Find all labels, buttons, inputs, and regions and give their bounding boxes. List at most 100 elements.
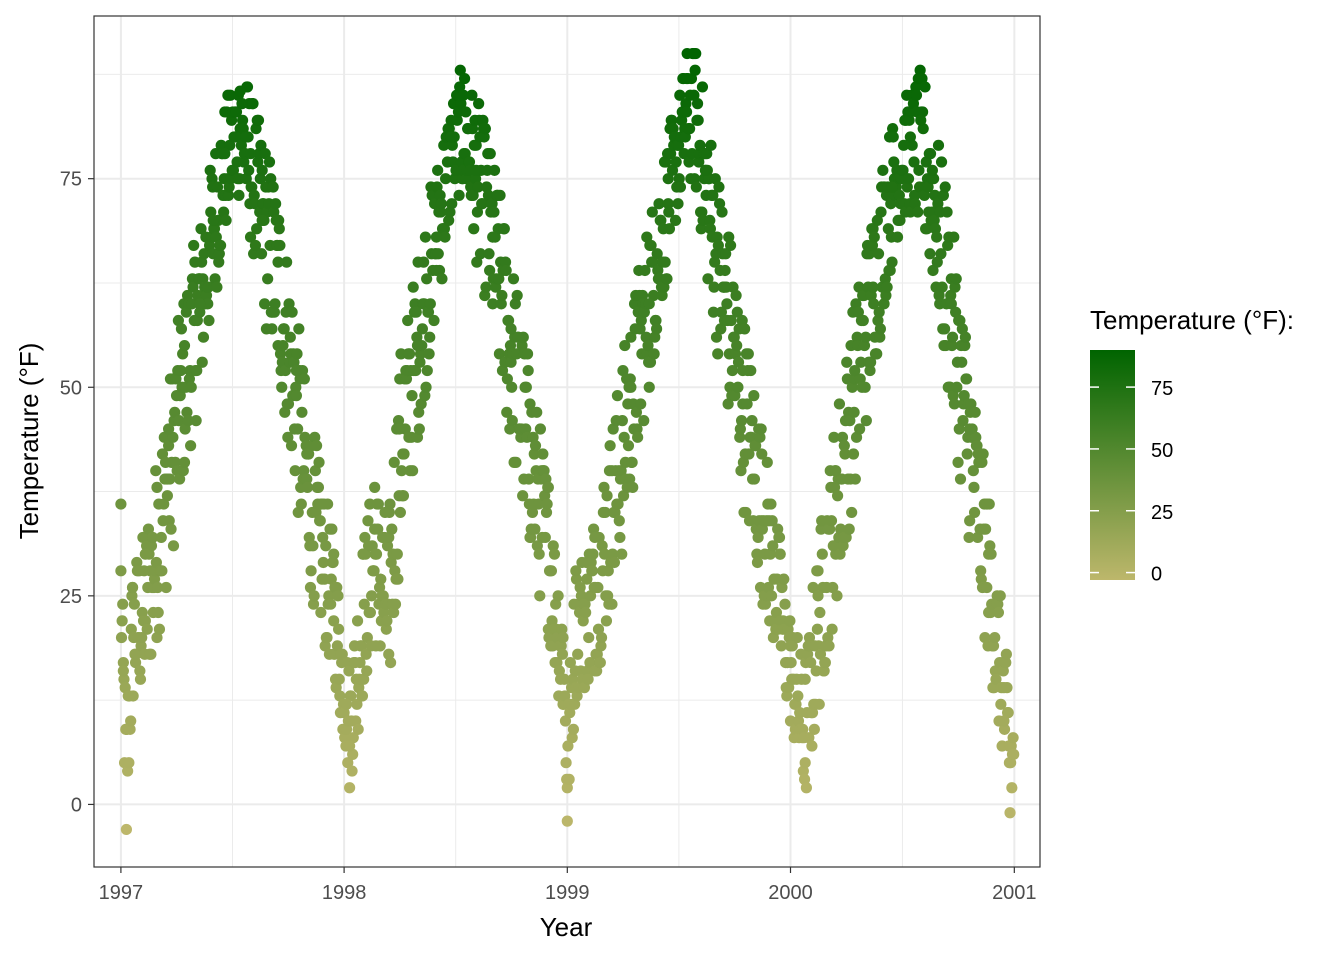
data-point: [632, 431, 644, 443]
data-point: [117, 598, 129, 610]
data-point: [663, 206, 675, 218]
data-point: [828, 431, 840, 443]
data-point: [732, 356, 745, 368]
data-point: [523, 473, 535, 485]
data-point: [389, 598, 402, 610]
data-point: [929, 223, 942, 235]
data-point: [424, 298, 436, 310]
data-point: [756, 523, 768, 535]
data-point: [827, 581, 839, 594]
data-point: [948, 398, 960, 410]
data-point: [326, 523, 338, 535]
data-point: [927, 264, 939, 277]
data-point: [531, 406, 543, 418]
data-point: [117, 665, 129, 677]
data-point: [778, 573, 790, 585]
data-point: [868, 298, 880, 310]
data-point: [812, 565, 824, 577]
data-point: [975, 565, 987, 577]
data-point: [195, 223, 207, 235]
data-point: [145, 648, 157, 660]
data-point: [380, 623, 392, 635]
data-point: [471, 256, 483, 268]
data-point: [238, 156, 250, 168]
data-point: [366, 590, 378, 602]
data-point: [446, 198, 458, 210]
data-point: [807, 581, 819, 594]
data-point: [397, 490, 410, 502]
legend-title: Temperature (°F):: [1090, 305, 1294, 335]
data-point: [791, 631, 803, 644]
data-point: [259, 298, 271, 310]
data-point: [411, 331, 423, 343]
data-point: [1000, 648, 1012, 660]
data-point: [129, 656, 142, 669]
data-point: [346, 765, 358, 777]
data-point: [434, 189, 446, 201]
data-point: [684, 123, 696, 135]
data-point: [967, 465, 979, 477]
data-point: [336, 648, 348, 660]
data-point: [912, 206, 924, 218]
data-point: [248, 248, 260, 260]
data-point: [584, 590, 597, 602]
data-point: [134, 665, 146, 677]
data-point: [965, 398, 977, 410]
data-point: [471, 206, 484, 218]
data-point: [524, 398, 536, 410]
data-point: [959, 331, 971, 343]
data-point: [772, 523, 784, 535]
data-point: [167, 431, 179, 443]
data-point: [984, 606, 997, 619]
data-point: [588, 523, 600, 535]
data-point: [174, 390, 186, 402]
data-point: [826, 623, 838, 635]
data-point: [977, 448, 989, 460]
data-point: [667, 123, 679, 135]
data-point: [784, 640, 797, 652]
data-point: [266, 323, 278, 335]
data-point: [153, 623, 166, 635]
data-point: [409, 298, 421, 310]
data-point: [799, 757, 811, 769]
data-point: [211, 281, 223, 293]
data-point: [505, 356, 517, 368]
data-point: [851, 331, 863, 343]
data-point: [521, 348, 534, 360]
data-point: [689, 64, 701, 76]
data-point: [797, 765, 809, 777]
data-point: [534, 423, 546, 435]
data-point: [725, 314, 737, 327]
data-point: [315, 498, 328, 510]
data-point: [281, 256, 293, 268]
data-point: [561, 782, 573, 794]
data-point: [451, 114, 463, 126]
data-point: [440, 173, 452, 185]
data-point: [653, 198, 665, 210]
data-point: [931, 231, 943, 243]
data-point: [308, 590, 320, 602]
data-point: [295, 498, 307, 510]
data-point: [806, 740, 818, 752]
data-point: [479, 289, 491, 302]
data-point: [529, 523, 541, 535]
data-point: [718, 281, 731, 293]
data-point: [731, 306, 743, 318]
data-point: [392, 573, 404, 585]
data-point: [164, 473, 176, 485]
data-point: [559, 715, 572, 727]
data-point: [181, 289, 194, 302]
data-point: [838, 440, 850, 452]
data-point: [860, 331, 872, 343]
data-point: [249, 239, 262, 252]
data-point: [432, 248, 444, 260]
data-point: [117, 656, 129, 669]
data-point: [613, 515, 625, 527]
data-point: [443, 214, 455, 227]
data-point: [913, 164, 925, 176]
data-point: [659, 256, 671, 268]
data-point: [570, 565, 582, 577]
data-point: [185, 440, 197, 452]
data-point: [307, 540, 319, 552]
data-point: [476, 198, 488, 210]
